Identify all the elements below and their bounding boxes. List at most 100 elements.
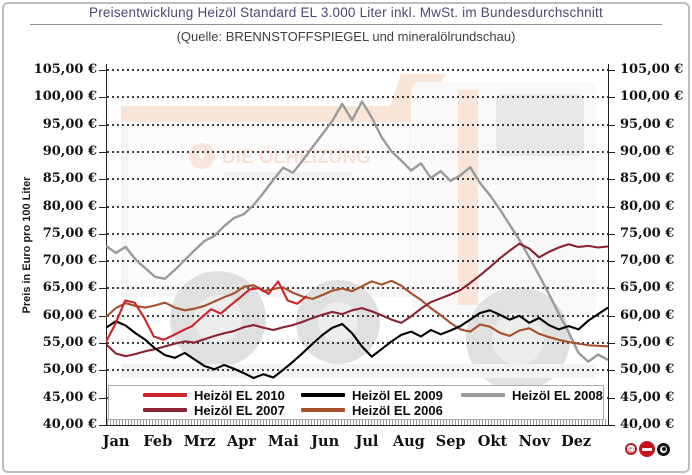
y-tick-label-left: 50,00 € [42, 362, 97, 378]
y-tick-label-right: 55,00 € [620, 335, 675, 351]
y-tick-mark-left [99, 397, 106, 399]
y-tick-mark-left [99, 370, 106, 372]
y-tick-mark-right [608, 343, 615, 345]
y-tick-mark-left [99, 70, 106, 71]
y-tick-mark-left [99, 233, 106, 235]
legend-label-2010: Heizöl EL 2010 [194, 387, 285, 403]
chart-title: Preisentwicklung Heizöl Standard EL 3.00… [30, 5, 662, 25]
x-tick-label: Nov [518, 433, 550, 450]
y-tick-label-left: 95,00 € [42, 116, 97, 132]
legend-label-2009: Heizöl EL 2009 [352, 387, 443, 403]
legend-label-2007: Heizöl EL 2007 [194, 402, 285, 418]
y-axis-left-line [106, 64, 107, 426]
y-tick-label-right: 40,00 € [620, 417, 675, 432]
gridline [107, 232, 608, 235]
x-tick-label: Sep [435, 433, 466, 450]
y-tick-label-right: 90,00 € [620, 143, 675, 159]
y-tick-label-left: 80,00 € [42, 198, 97, 214]
y-tick-label-left: 90,00 € [42, 143, 97, 159]
legend-item-2008: Heizöl EL 2008 [427, 388, 603, 403]
gridline [107, 369, 608, 372]
chart-subtitle: (Quelle: BRENNSTOFFSPIEGEL und mineralöl… [176, 29, 516, 44]
legend-item-2007: Heizöl EL 2007 [109, 403, 285, 418]
legend-label-2006: Heizöl EL 2006 [352, 402, 443, 418]
y-tick-label-left: 85,00 € [42, 171, 97, 187]
y-tick-mark-right [608, 370, 615, 372]
series-line-2010 [106, 280, 308, 343]
y-tick-mark-right [608, 425, 615, 426]
y-tick-mark-right [608, 151, 615, 153]
y-tick-mark-right [608, 70, 615, 71]
copyright-circle-icon: © [625, 443, 637, 455]
x-tick-label: Jun [311, 433, 340, 450]
gridline [107, 205, 608, 208]
y-tick-mark-right [608, 261, 615, 263]
y-tick-label-right: 100,00 € [620, 89, 684, 105]
y-tick-label-left: 100,00 € [33, 89, 97, 105]
y-tick-label-left: 45,00 € [42, 389, 97, 405]
watermark-flame-icon [189, 143, 215, 169]
y-tick-label-right: 85,00 € [620, 171, 675, 187]
y-tick-mark-left [99, 179, 106, 181]
gridline [107, 178, 608, 181]
legend-swatch-2010 [143, 393, 187, 397]
x-tick-label: Apr [226, 433, 257, 450]
legend-label-2008: Heizöl EL 2008 [512, 387, 603, 403]
y-tick-label-left: 40,00 € [42, 417, 97, 432]
gridline [107, 69, 608, 71]
gridline [107, 96, 608, 99]
legend-box: Heizöl EL 2010 Heizöl EL 2009 Heizöl EL … [108, 385, 604, 420]
y-tick-label-right: 70,00 € [620, 253, 675, 269]
y-tick-label-left: 75,00 € [42, 225, 97, 241]
y-tick-label-right: 50,00 € [620, 362, 675, 378]
publisher-logo: © [625, 440, 670, 458]
gridline [107, 123, 608, 126]
y-tick-mark-left [99, 124, 106, 126]
y-tick-mark-right [608, 97, 615, 99]
black-ring-icon [657, 442, 670, 456]
legend-item-2006: Heizöl EL 2006 [267, 403, 443, 418]
y-tick-label-right: 80,00 € [620, 198, 675, 214]
x-axis-line [106, 425, 609, 426]
legend-swatch-2007 [143, 408, 187, 412]
legend-item-2009: Heizöl EL 2009 [267, 388, 443, 403]
x-tick-label: Mrz [183, 433, 216, 450]
legend-item-2010: Heizöl EL 2010 [109, 388, 285, 403]
y-tick-label-left: 60,00 € [42, 307, 97, 323]
y-tick-label-right: 65,00 € [620, 280, 675, 296]
x-tick-label: Feb [143, 433, 173, 450]
x-tick-label: Dez [561, 433, 592, 450]
y-tick-mark-right [608, 179, 615, 181]
y-tick-label-right: 95,00 € [620, 116, 675, 132]
gridline [107, 342, 608, 345]
y-tick-mark-right [608, 233, 615, 235]
y-tick-mark-left [99, 343, 106, 345]
x-tick-label: Jan [102, 433, 130, 450]
red-disc-icon [639, 441, 655, 457]
y-tick-mark-left [99, 288, 106, 290]
y-tick-mark-left [99, 151, 106, 153]
y-tick-mark-right [608, 124, 615, 126]
y-tick-label-left: 55,00 € [42, 335, 97, 351]
legend-swatch-2006 [301, 408, 345, 412]
series-line-2007 [106, 242, 608, 358]
x-tick-label: Mai [267, 433, 299, 450]
x-axis-minor-ticks [107, 419, 608, 425]
y-tick-label-left: 105,00 € [33, 62, 97, 77]
x-tick-label: Jul [355, 433, 379, 450]
x-tick-label: Aug [392, 433, 425, 450]
y-tick-label-right: 105,00 € [620, 62, 684, 77]
gridline [107, 150, 608, 153]
y-tick-label-left: 65,00 € [42, 280, 97, 296]
y-tick-label-left: 70,00 € [42, 253, 97, 269]
y-tick-mark-right [608, 288, 615, 290]
price-line-series [106, 100, 608, 380]
y-tick-mark-left [99, 206, 106, 208]
series-line-2006 [106, 279, 608, 348]
gridline [107, 260, 608, 263]
series-line-2009 [106, 306, 608, 380]
y-tick-mark-left [99, 97, 106, 99]
y-tick-mark-left [99, 315, 106, 317]
